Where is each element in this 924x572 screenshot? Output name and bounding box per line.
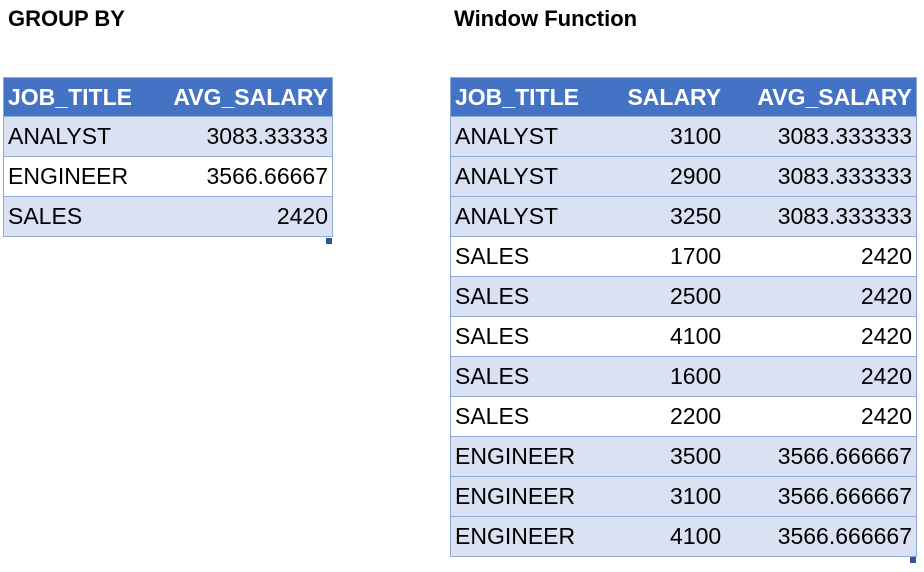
cell-salary[interactable]: 1700 xyxy=(605,236,726,277)
cell-avg-salary[interactable]: 3566.66667 xyxy=(150,156,333,197)
cell-salary[interactable]: 4100 xyxy=(605,516,726,557)
window-function-table: JOB_TITLE SALARY AVG_SALARY ANALYST 3100… xyxy=(450,77,917,557)
cell-avg-salary[interactable]: 3083.33333 xyxy=(150,116,333,157)
cell-salary[interactable]: 3100 xyxy=(605,476,726,517)
column-header-avg-salary[interactable]: AVG_SALARY xyxy=(725,77,917,117)
cell-salary[interactable]: 3100 xyxy=(605,116,726,157)
table-row: ENGINEER 3500 3566.666667 xyxy=(450,436,917,477)
table-row: ANALYST 3250 3083.333333 xyxy=(450,196,917,237)
table-row: SALES 1600 2420 xyxy=(450,356,917,397)
table-resize-handle[interactable] xyxy=(910,557,916,563)
cell-job-title[interactable]: ANALYST xyxy=(3,116,151,157)
cell-avg-salary[interactable]: 2420 xyxy=(725,356,917,397)
cell-salary[interactable]: 2900 xyxy=(605,156,726,197)
table-row: SALES 2200 2420 xyxy=(450,396,917,437)
cell-job-title[interactable]: SALES xyxy=(3,196,151,237)
table-row: SALES 4100 2420 xyxy=(450,316,917,357)
cell-avg-salary[interactable]: 3566.666667 xyxy=(725,476,917,517)
group-by-title: GROUP BY xyxy=(8,6,125,31)
table-row: SALES 2420 xyxy=(3,196,333,237)
group-by-table: JOB_TITLE AVG_SALARY ANALYST 3083.33333 … xyxy=(3,77,333,237)
cell-avg-salary[interactable]: 3083.333333 xyxy=(725,116,917,157)
table-row: ENGINEER 4100 3566.666667 xyxy=(450,516,917,557)
cell-job-title[interactable]: ENGINEER xyxy=(450,476,606,517)
column-header-avg-salary[interactable]: AVG_SALARY xyxy=(150,77,333,117)
cell-avg-salary[interactable]: 2420 xyxy=(725,316,917,357)
cell-job-title[interactable]: ENGINEER xyxy=(3,156,151,197)
cell-avg-salary[interactable]: 2420 xyxy=(150,196,333,237)
table-row: ANALYST 3100 3083.333333 xyxy=(450,116,917,157)
cell-job-title[interactable]: SALES xyxy=(450,316,606,357)
cell-job-title[interactable]: ENGINEER xyxy=(450,436,606,477)
table-row: ANALYST 2900 3083.333333 xyxy=(450,156,917,197)
cell-job-title[interactable]: SALES xyxy=(450,276,606,317)
column-header-job-title[interactable]: JOB_TITLE xyxy=(450,77,606,117)
cell-job-title[interactable]: ANALYST xyxy=(450,116,606,157)
cell-avg-salary[interactable]: 2420 xyxy=(725,236,917,277)
cell-job-title[interactable]: SALES xyxy=(450,236,606,277)
cell-salary[interactable]: 3500 xyxy=(605,436,726,477)
cell-salary[interactable]: 4100 xyxy=(605,316,726,357)
cell-salary[interactable]: 2500 xyxy=(605,276,726,317)
cell-job-title[interactable]: ENGINEER xyxy=(450,516,606,557)
table-resize-handle[interactable] xyxy=(326,238,332,244)
table-row: ENGINEER 3566.66667 xyxy=(3,156,333,197)
column-header-salary[interactable]: SALARY xyxy=(605,77,726,117)
cell-salary[interactable]: 2200 xyxy=(605,396,726,437)
cell-avg-salary[interactable]: 2420 xyxy=(725,276,917,317)
cell-salary[interactable]: 1600 xyxy=(605,356,726,397)
cell-avg-salary[interactable]: 3083.333333 xyxy=(725,156,917,197)
table-row: ANALYST 3083.33333 xyxy=(3,116,333,157)
cell-job-title[interactable]: ANALYST xyxy=(450,196,606,237)
table-row: SALES 1700 2420 xyxy=(450,236,917,277)
cell-salary[interactable]: 3250 xyxy=(605,196,726,237)
cell-avg-salary[interactable]: 3566.666667 xyxy=(725,436,917,477)
window-function-title: Window Function xyxy=(454,6,638,31)
cell-job-title[interactable]: SALES xyxy=(450,356,606,397)
cell-avg-salary[interactable]: 3566.666667 xyxy=(725,516,917,557)
table-header-row: JOB_TITLE SALARY AVG_SALARY xyxy=(450,77,917,117)
column-header-job-title[interactable]: JOB_TITLE xyxy=(3,77,151,117)
table-header-row: JOB_TITLE AVG_SALARY xyxy=(3,77,333,117)
cell-avg-salary[interactable]: 3083.333333 xyxy=(725,196,917,237)
cell-job-title[interactable]: SALES xyxy=(450,396,606,437)
table-row: ENGINEER 3100 3566.666667 xyxy=(450,476,917,517)
cell-avg-salary[interactable]: 2420 xyxy=(725,396,917,437)
table-row: SALES 2500 2420 xyxy=(450,276,917,317)
cell-job-title[interactable]: ANALYST xyxy=(450,156,606,197)
